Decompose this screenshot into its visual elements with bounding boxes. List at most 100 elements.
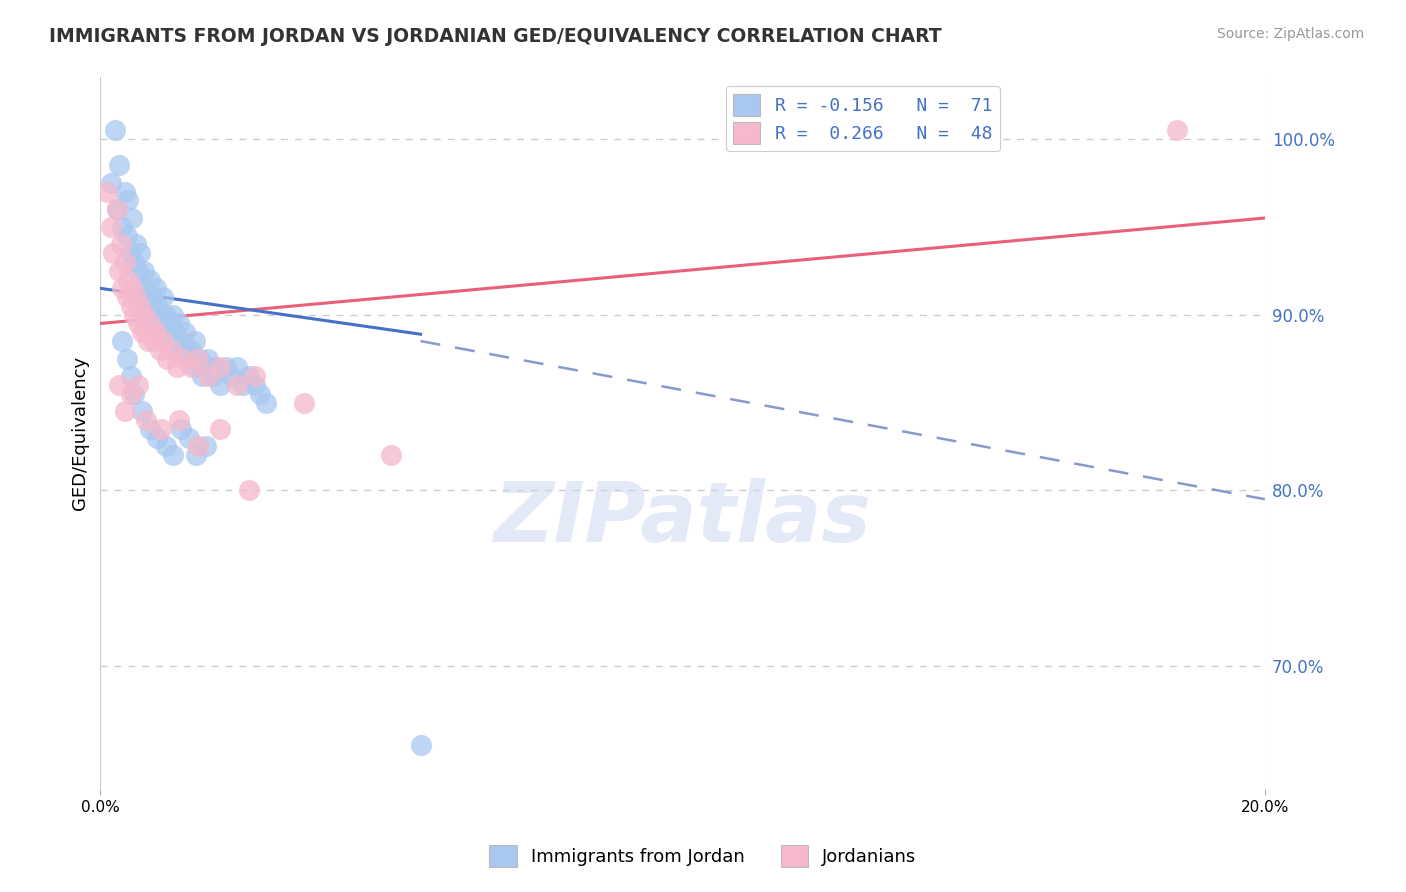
Point: [173, 325, 195, 339]
Point: [162, 448, 184, 462]
Point: [195, 440, 218, 454]
Point: [108, 378, 131, 392]
Point: [125, 237, 148, 252]
Point: [120, 299, 142, 313]
Point: [190, 351, 212, 366]
Point: [115, 351, 138, 366]
Point: [145, 325, 167, 339]
Point: [149, 317, 172, 331]
Point: [105, 202, 128, 217]
Point: [197, 369, 219, 384]
Point: [243, 378, 266, 392]
Point: [232, 378, 254, 392]
Point: [238, 483, 260, 498]
Point: [226, 378, 249, 392]
Point: [157, 317, 180, 331]
Point: [120, 246, 142, 260]
Point: [142, 308, 165, 322]
Point: [111, 281, 134, 295]
Point: [135, 325, 157, 339]
Point: [117, 272, 139, 286]
Point: [149, 343, 172, 357]
Point: [108, 264, 131, 278]
Point: [100, 219, 122, 234]
Point: [167, 317, 190, 331]
Point: [131, 281, 153, 295]
Point: [115, 290, 138, 304]
Point: [172, 343, 194, 357]
Point: [141, 290, 163, 304]
Point: [170, 334, 193, 348]
Legend: Immigrants from Jordan, Jordanians: Immigrants from Jordan, Jordanians: [482, 838, 924, 874]
Point: [127, 264, 149, 278]
Point: [163, 325, 186, 339]
Point: [101, 246, 124, 260]
Point: [152, 290, 174, 304]
Point: [202, 360, 225, 375]
Point: [243, 369, 266, 384]
Point: [160, 343, 183, 357]
Point: [409, 738, 432, 752]
Point: [108, 158, 131, 172]
Point: [135, 290, 157, 304]
Point: [221, 369, 243, 384]
Point: [180, 343, 202, 357]
Point: [146, 299, 169, 313]
Point: [166, 360, 188, 375]
Point: [170, 422, 193, 436]
Point: [180, 360, 202, 375]
Point: [201, 369, 224, 384]
Point: [120, 386, 142, 401]
Point: [181, 351, 204, 366]
Point: [183, 334, 205, 348]
Point: [121, 281, 143, 295]
Point: [156, 351, 179, 366]
Point: [100, 176, 122, 190]
Point: [156, 325, 179, 339]
Point: [139, 317, 162, 331]
Point: [208, 422, 231, 436]
Point: [380, 448, 402, 462]
Point: [114, 185, 136, 199]
Point: [129, 246, 152, 260]
Point: [114, 404, 136, 418]
Point: [122, 386, 145, 401]
Text: ZIPatlas: ZIPatlas: [494, 478, 872, 559]
Point: [135, 413, 157, 427]
Point: [110, 237, 132, 252]
Point: [146, 431, 169, 445]
Point: [152, 334, 174, 348]
Point: [195, 360, 218, 375]
Point: [187, 440, 209, 454]
Point: [150, 308, 173, 322]
Point: [145, 281, 167, 295]
Point: [197, 351, 219, 366]
Point: [166, 343, 188, 357]
Point: [254, 395, 277, 409]
Point: [162, 308, 184, 322]
Point: [111, 219, 134, 234]
Point: [129, 299, 152, 313]
Point: [186, 448, 208, 462]
Point: [122, 255, 145, 269]
Point: [1166, 123, 1188, 137]
Point: [208, 360, 231, 375]
Point: [172, 351, 194, 366]
Legend: R = -0.156   N =  71, R =  0.266   N =  48: R = -0.156 N = 71, R = 0.266 N = 48: [725, 87, 1000, 152]
Point: [131, 325, 153, 339]
Point: [120, 369, 142, 384]
Point: [177, 431, 200, 445]
Point: [132, 264, 155, 278]
Point: [136, 334, 159, 348]
Point: [191, 369, 214, 384]
Point: [117, 194, 139, 208]
Point: [187, 351, 209, 366]
Point: [111, 334, 134, 348]
Point: [155, 308, 177, 322]
Point: [208, 378, 231, 392]
Point: [177, 351, 200, 366]
Point: [139, 272, 162, 286]
Point: [127, 378, 149, 392]
Point: [292, 395, 315, 409]
Text: IMMIGRANTS FROM JORDAN VS JORDANIAN GED/EQUIVALENCY CORRELATION CHART: IMMIGRANTS FROM JORDAN VS JORDANIAN GED/…: [49, 27, 942, 45]
